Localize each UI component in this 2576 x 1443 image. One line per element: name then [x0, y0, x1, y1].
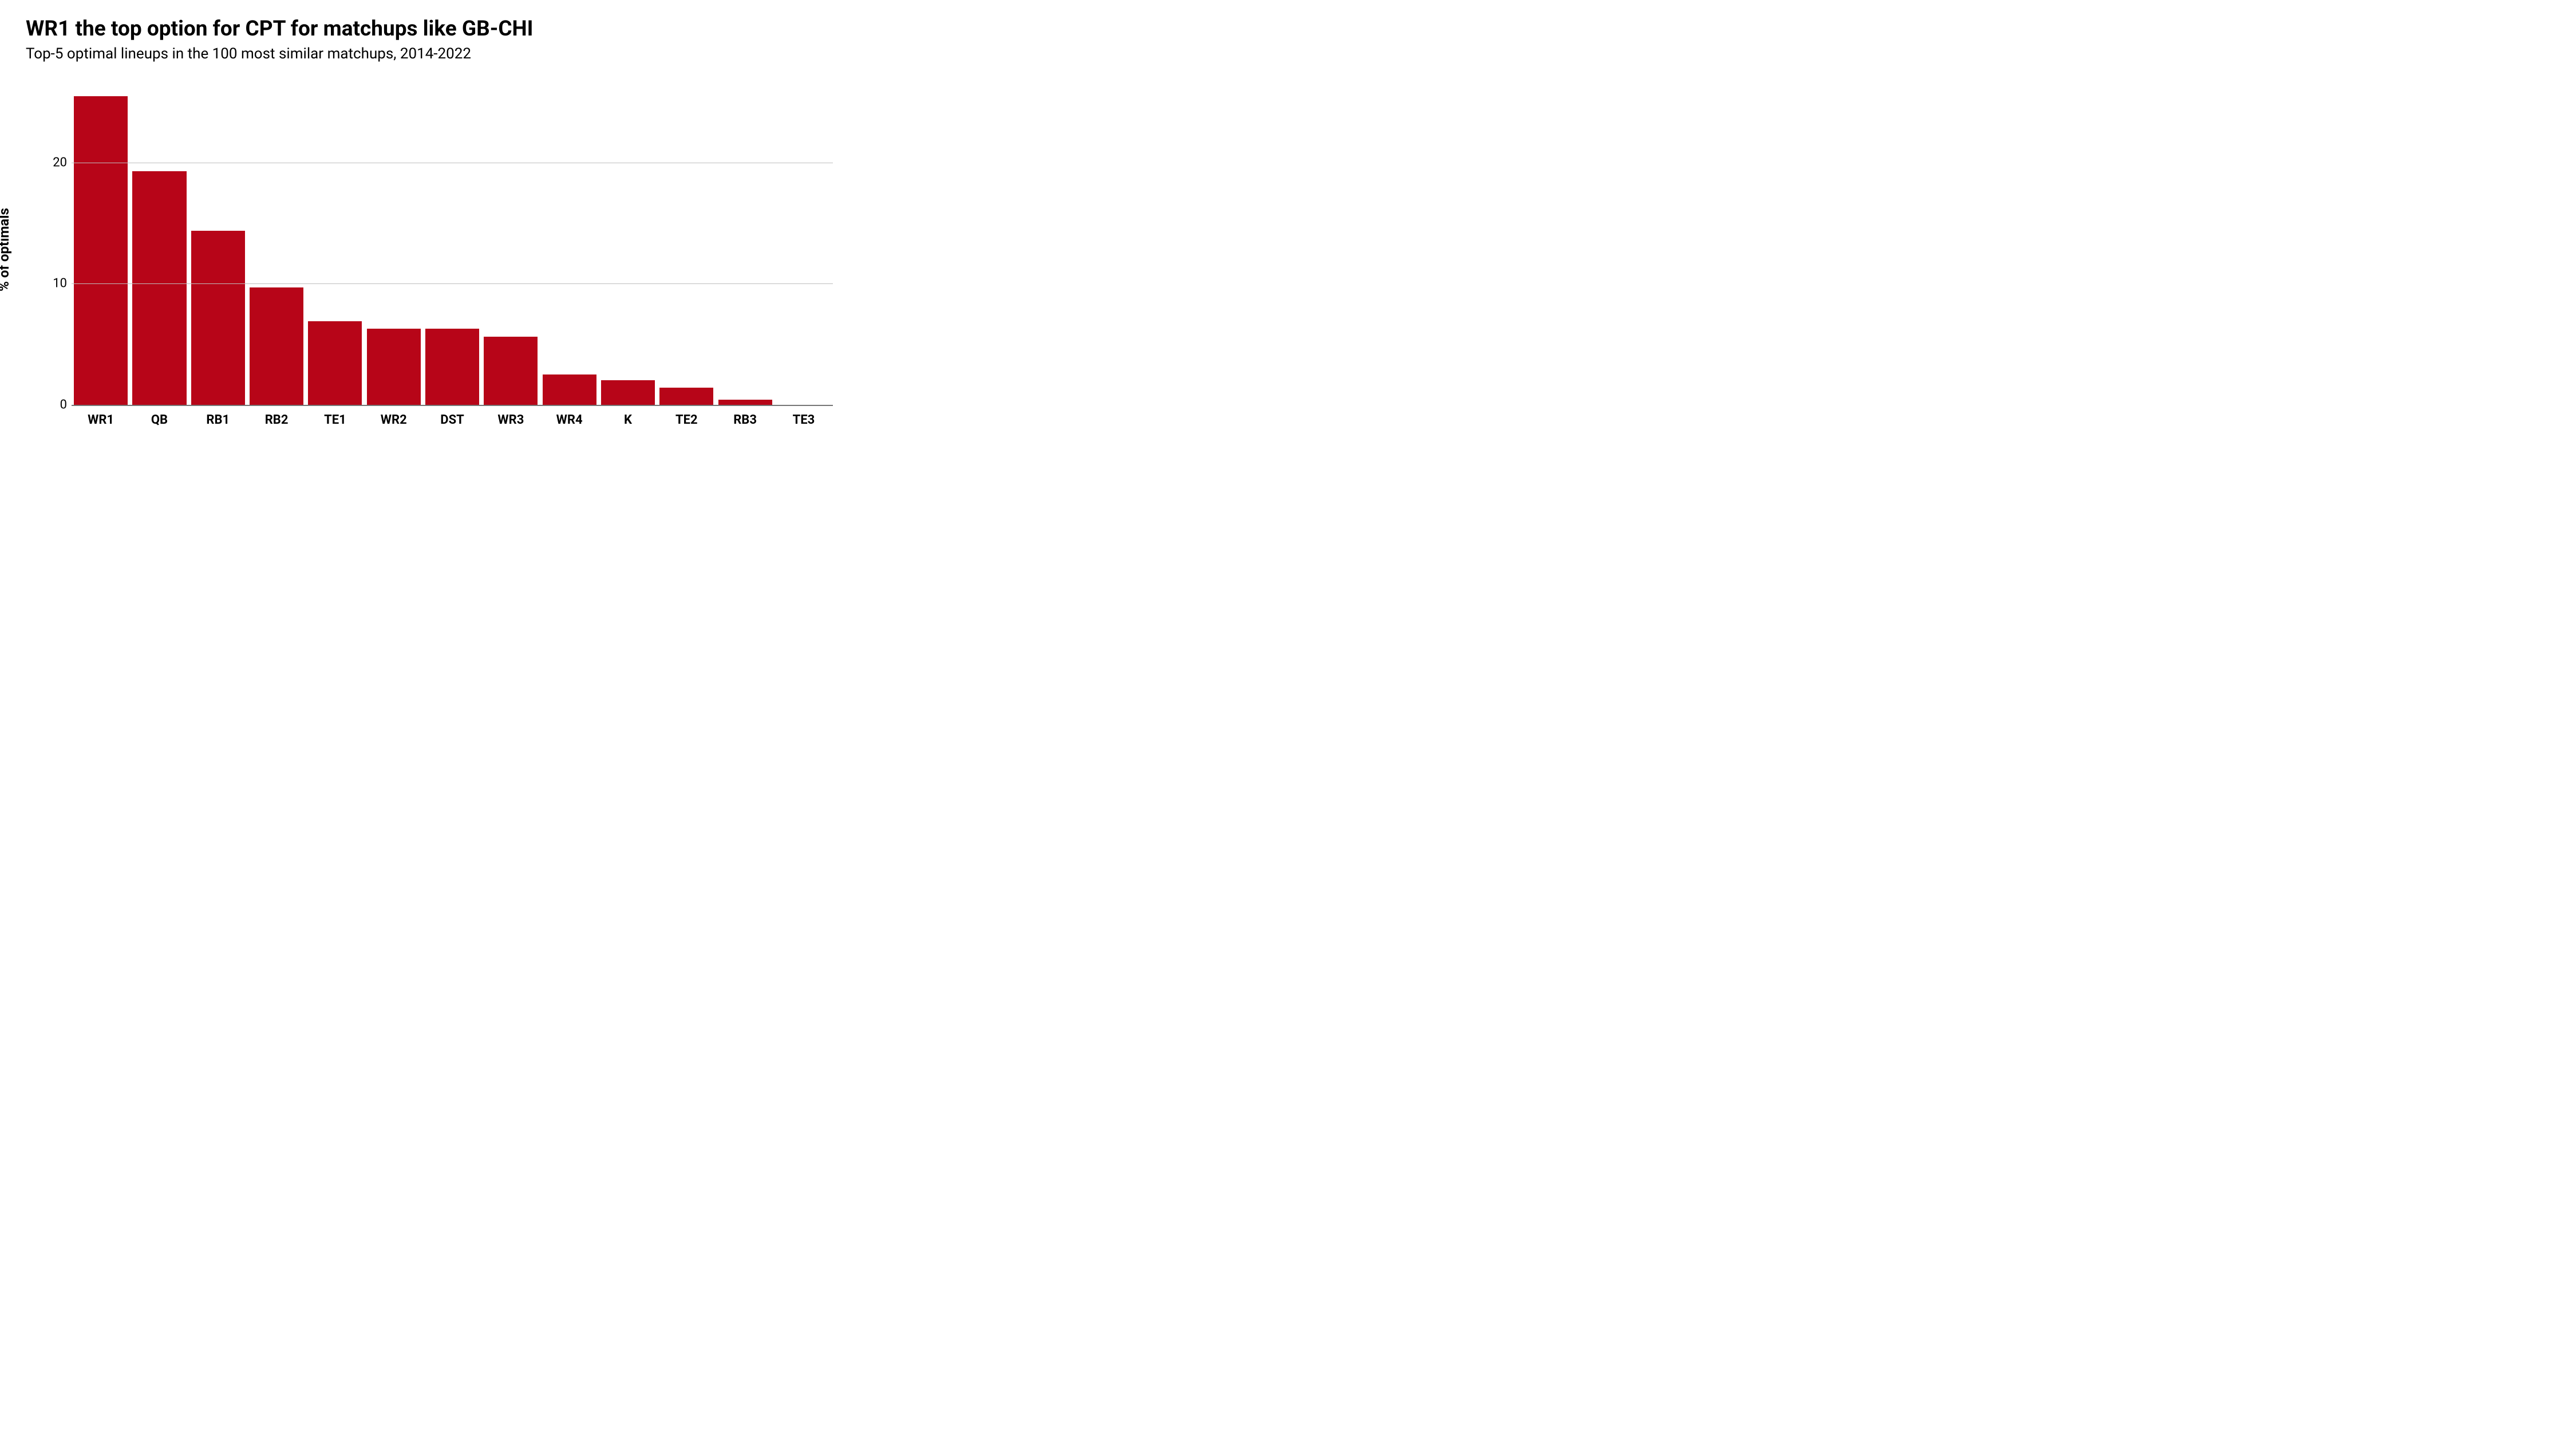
bar — [250, 287, 303, 405]
bar-slot — [481, 78, 540, 405]
bar — [543, 374, 596, 405]
x-tick-label: K — [599, 413, 657, 427]
bar — [132, 171, 186, 404]
bar-slot — [247, 78, 306, 405]
x-tick-label: TE3 — [775, 413, 833, 427]
x-tick-label: RB1 — [189, 413, 247, 427]
bar — [367, 329, 421, 405]
x-tick-label: RB2 — [247, 413, 306, 427]
x-tick-label: DST — [423, 413, 481, 427]
y-tick-label: 20 — [53, 156, 72, 170]
plot-region: 01020 — [72, 78, 833, 405]
y-axis-title: % of optimals — [0, 86, 12, 413]
bar-slot — [365, 78, 423, 405]
x-axis-labels: WR1QBRB1RB2TE1WR2DSTWR3WR4KTE2RB3TE3 — [72, 413, 833, 427]
bar-slot — [189, 78, 247, 405]
bar-slot — [775, 78, 833, 405]
x-tick-label: QB — [130, 413, 188, 427]
chart-container: WR1 the top option for CPT for matchups … — [0, 0, 859, 481]
bar — [191, 231, 245, 405]
x-tick-label: WR3 — [481, 413, 540, 427]
chart-area: % of optimals 01020 WR1QBRB1RB2TE1WR2DST… — [26, 78, 833, 427]
bar — [601, 380, 655, 404]
gridline — [72, 405, 833, 406]
bar-slot — [72, 78, 130, 405]
x-tick-label: TE2 — [657, 413, 716, 427]
bar-slot — [423, 78, 481, 405]
y-tick-label: 0 — [60, 397, 72, 412]
x-tick-label: TE1 — [306, 413, 364, 427]
bar — [659, 388, 713, 405]
bar — [718, 400, 772, 404]
x-tick-label: RB3 — [716, 413, 774, 427]
x-tick-label: WR1 — [72, 413, 130, 427]
bar — [308, 321, 362, 405]
bar-slot — [306, 78, 364, 405]
y-tick-label: 10 — [53, 277, 72, 291]
bar — [484, 337, 538, 404]
bar-slot — [130, 78, 188, 405]
bar-slot — [540, 78, 599, 405]
chart-subtitle: Top-5 optimal lineups in the 100 most si… — [26, 45, 833, 62]
x-tick-label: WR2 — [365, 413, 423, 427]
chart-title: WR1 the top option for CPT for matchups … — [26, 17, 833, 42]
bar-slot — [599, 78, 657, 405]
bar-slot — [657, 78, 716, 405]
x-tick-label: WR4 — [540, 413, 599, 427]
bar — [425, 329, 479, 405]
bar-slot — [716, 78, 774, 405]
bar — [74, 96, 128, 404]
bars-group — [72, 78, 833, 405]
gridline — [72, 283, 833, 284]
